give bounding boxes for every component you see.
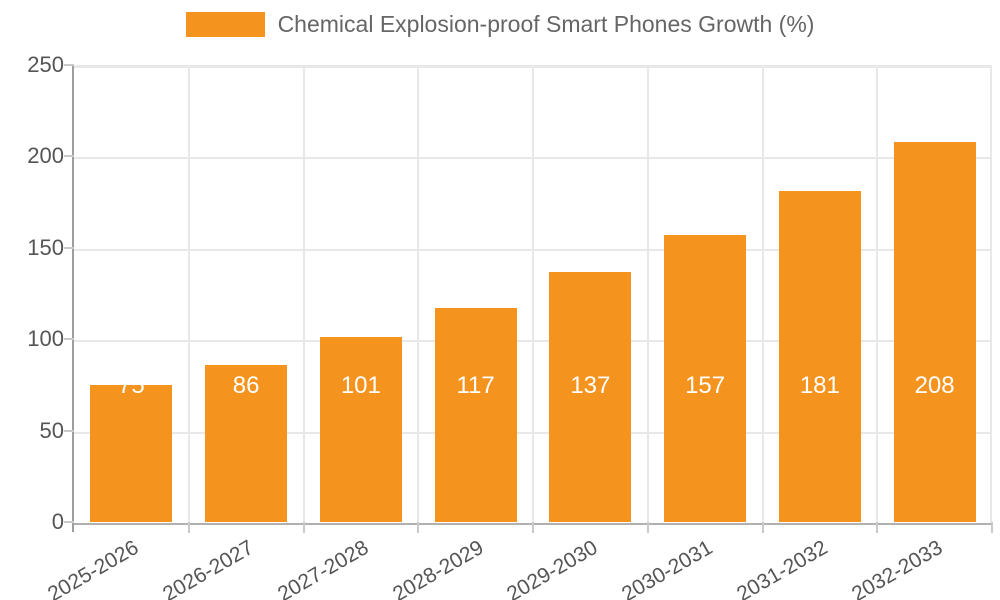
- bar[interactable]: 75: [90, 374, 173, 522]
- x-tick-label: 2025-2026: [44, 536, 143, 600]
- x-tick-label: 2027-2028: [273, 536, 373, 600]
- bar-value-label: 86: [232, 372, 260, 399]
- x-tick-mark: [876, 522, 879, 533]
- gridline-x: [646, 67, 649, 524]
- bar-value-label: 157: [685, 372, 726, 399]
- bar-value-label: 75: [118, 372, 145, 400]
- y-axis-line: [72, 65, 74, 532]
- x-tick-mark: [991, 522, 993, 533]
- x-tick-mark: [646, 522, 649, 533]
- y-tick-mark: [64, 246, 74, 249]
- y-tick-mark: [64, 521, 74, 523]
- x-tick-label: 2029-2030: [503, 536, 602, 600]
- x-tick-label: 2030-2031: [618, 536, 717, 600]
- y-tick-mark: [64, 429, 74, 432]
- legend-item-label: Chemical Explosion-proof Smart Phones Gr…: [277, 11, 815, 37]
- y-tick-label: 150: [27, 234, 64, 260]
- y-tick-mark: [64, 155, 74, 158]
- x-tick-label: 2031-2032: [732, 536, 832, 600]
- gridline-x: [187, 67, 190, 524]
- bar[interactable]: 137: [549, 271, 632, 522]
- bar[interactable]: 101: [319, 337, 402, 522]
- gridline-x: [532, 67, 534, 524]
- gridline-x: [417, 67, 420, 524]
- bar-value-label: 137: [570, 372, 611, 399]
- bar[interactable]: 208: [893, 141, 976, 522]
- bar[interactable]: 86: [205, 364, 288, 522]
- x-tick-label: 2028-2029: [388, 536, 488, 600]
- x-tick-mark: [532, 522, 534, 533]
- legend-item[interactable]: Chemical Explosion-proof Smart Phones Gr…: [185, 11, 815, 37]
- bar-value-label: 208: [914, 372, 955, 399]
- plot-area: 75 86 101 117 137 157 181 208: [74, 65, 992, 525]
- y-tick-label: 100: [27, 326, 64, 352]
- x-tick-mark: [761, 522, 764, 533]
- gridline-x: [302, 67, 305, 524]
- gridline-x: [876, 67, 879, 524]
- legend-color-swatch: [185, 12, 265, 37]
- bar[interactable]: 117: [434, 308, 517, 522]
- y-tick-mark: [64, 64, 74, 66]
- y-tick-label: 0: [51, 509, 64, 534]
- bar[interactable]: 157: [664, 235, 747, 522]
- x-tick-label: 2026-2027: [159, 536, 258, 600]
- x-tick-mark: [302, 522, 305, 533]
- bar-value-label: 101: [340, 372, 381, 399]
- chart-legend: Chemical Explosion-proof Smart Phones Gr…: [0, 12, 1000, 37]
- y-tick-mark: [64, 338, 74, 341]
- bar-value-label: 117: [456, 372, 495, 399]
- bar-value-label: 181: [799, 372, 840, 399]
- bar[interactable]: 181: [778, 191, 861, 522]
- x-tick-label: 2032-2033: [847, 536, 947, 600]
- y-tick-label: 200: [27, 143, 64, 169]
- y-tick-label: 250: [27, 52, 64, 77]
- x-tick-mark: [417, 522, 420, 533]
- x-tick-mark: [187, 522, 190, 533]
- y-tick-label: 50: [39, 417, 64, 443]
- gridline-x: [761, 67, 764, 524]
